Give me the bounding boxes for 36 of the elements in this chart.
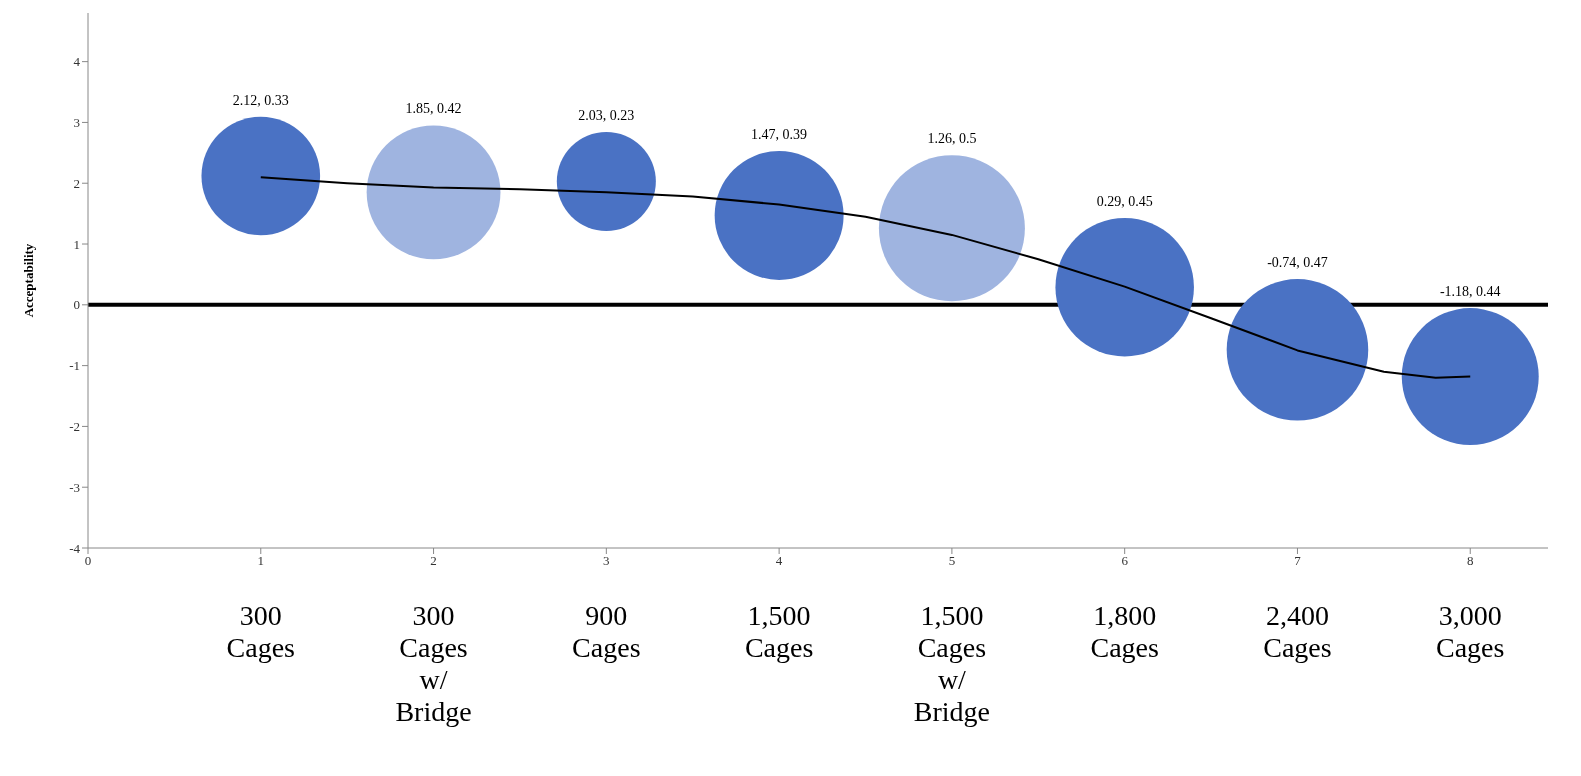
text: 1,800 Cages	[1089, 600, 1160, 664]
text: 300 Cages	[225, 600, 296, 664]
line-series	[259, 176, 1472, 379]
data-label: 1.47, 0.39	[751, 126, 808, 142]
text: 2,400 Cages	[1262, 600, 1333, 664]
text: 1,500 Cages w/ Bridge	[912, 600, 991, 728]
data-label: -0.74, 0.47	[1267, 255, 1328, 271]
data-label: 2.03, 0.23	[578, 107, 635, 123]
y-tick-label: -2	[69, 419, 80, 435]
y-tick-label: 3	[73, 115, 80, 131]
y-tick-label: -4	[69, 540, 81, 556]
x-tick-label: 2	[430, 553, 437, 569]
x-tick-label: 4	[775, 553, 783, 569]
text: 1,500 Cages	[743, 600, 815, 664]
y-tick-label: -1	[69, 358, 80, 374]
x-tick-label: 7	[1294, 553, 1302, 569]
data-label: 0.29, 0.45	[1096, 193, 1153, 209]
y-tick-label: 0	[73, 297, 80, 313]
y-tick-label: 1	[73, 236, 80, 252]
y-tick-label: 4	[73, 54, 81, 70]
y-axis-title: Acceptability	[20, 243, 36, 318]
data-label: 1.85, 0.42	[405, 101, 462, 117]
x-tick-label: 5	[948, 553, 956, 569]
x-tick-label: 0	[84, 553, 92, 569]
x-tick-label: 1	[257, 553, 265, 569]
text: 900 Cages	[571, 600, 642, 664]
y-tick-label: -3	[69, 479, 80, 495]
x-tick-label: 6	[1121, 553, 1129, 569]
data-label: 2.12, 0.33	[232, 92, 289, 108]
x-tick-label: 3	[603, 553, 610, 569]
x-tick-label: 8	[1467, 553, 1474, 569]
data-label: 1.26, 0.5	[927, 131, 977, 147]
text: 300 Cages w/ Bridge	[394, 600, 473, 728]
text: 3,000 Cages	[1435, 600, 1506, 664]
y-tick-label: 2	[73, 175, 80, 191]
data-label: -1.18, 0.44	[1439, 284, 1501, 300]
